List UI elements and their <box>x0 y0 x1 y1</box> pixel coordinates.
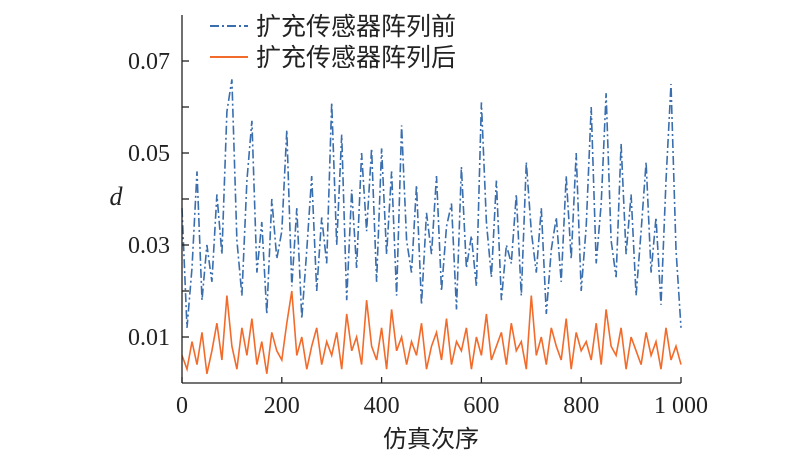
y-axis-label: d <box>110 182 124 211</box>
x-tick-label: 800 <box>563 393 599 419</box>
x-tick-label: 200 <box>264 393 300 419</box>
x-tick-label: 400 <box>364 393 400 419</box>
y-tick-label: 0.07 <box>128 49 170 75</box>
legend-label-after: 扩充传感器阵列后 <box>256 44 456 72</box>
x-tick-label: 1 000 <box>654 393 708 419</box>
legend-label-before: 扩充传感器阵列前 <box>256 13 456 41</box>
ticks-layer: 0 200 400 600 800 1 000 0.01 0.03 0.05 0.07 <box>128 49 708 419</box>
x-axis-label: 仿真次序 <box>383 426 479 453</box>
y-tick-label: 0.01 <box>128 325 170 351</box>
legend: 扩充传感器阵列前 扩充传感器阵列后 <box>210 13 456 72</box>
series-line-1 <box>181 290 682 374</box>
x-tick-label: 600 <box>463 393 499 419</box>
series-line-0 <box>181 79 682 328</box>
y-tick-label: 0.03 <box>128 233 170 259</box>
x-tick-label: 0 <box>176 393 188 419</box>
series-layer <box>181 79 682 374</box>
y-tick-label: 0.05 <box>128 141 170 167</box>
